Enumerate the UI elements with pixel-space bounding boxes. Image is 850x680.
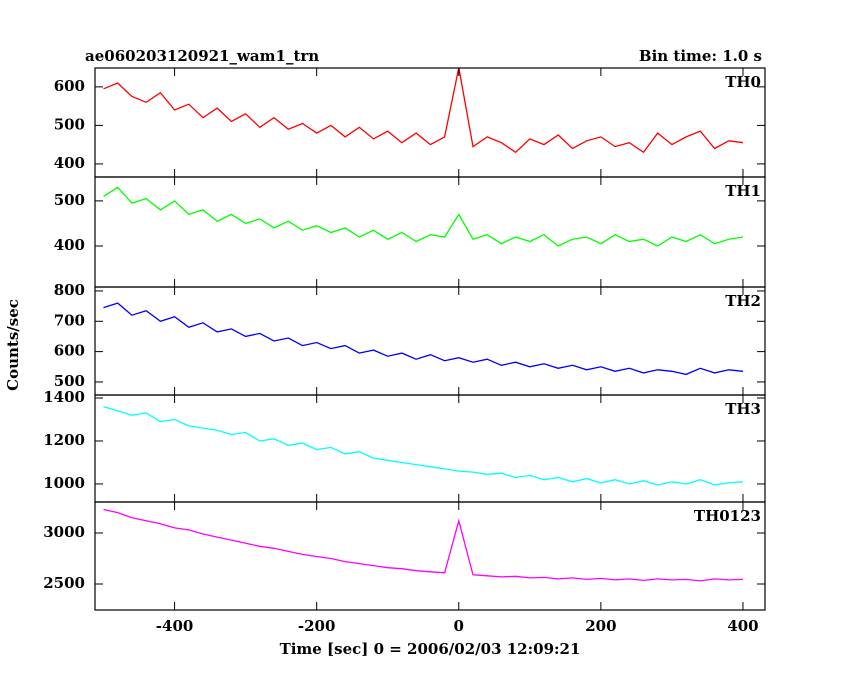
y-axis-label: Counts/sec bbox=[4, 299, 22, 391]
x-tick-label: 0 bbox=[454, 617, 464, 635]
y-tick-label: 700 bbox=[54, 311, 85, 329]
chart-title: ae060203120921_wam1_trn bbox=[85, 47, 319, 65]
y-tick-label: 1200 bbox=[43, 431, 85, 449]
y-tick-label: 1400 bbox=[43, 388, 85, 406]
panel-label: TH0123 bbox=[694, 507, 761, 525]
panel-frame bbox=[94, 286, 766, 396]
x-tick-label: -200 bbox=[298, 617, 336, 635]
x-tick-label: 200 bbox=[585, 617, 616, 635]
y-tick-label: 500 bbox=[54, 372, 85, 390]
x-axis-label: Time [sec] 0 = 2006/02/03 12:09:21 bbox=[280, 640, 581, 658]
bin-time: Bin time: 1.0 s bbox=[639, 47, 762, 65]
y-tick-label: 1000 bbox=[43, 474, 85, 492]
panel-frame bbox=[94, 501, 766, 611]
panel-frame bbox=[94, 67, 766, 178]
data-line bbox=[103, 302, 744, 376]
y-tick-label: 2500 bbox=[43, 574, 85, 592]
panel-frame bbox=[94, 394, 766, 503]
y-tick-label: 800 bbox=[54, 281, 85, 299]
x-tick-label: -400 bbox=[156, 617, 194, 635]
panel-frame bbox=[94, 176, 766, 288]
data-line bbox=[103, 508, 744, 582]
y-tick-label: 500 bbox=[54, 191, 85, 209]
panel-label: TH1 bbox=[725, 182, 761, 200]
panel-label: TH2 bbox=[725, 292, 761, 310]
panel-label: TH3 bbox=[725, 400, 761, 418]
y-tick-label: 600 bbox=[54, 342, 85, 360]
y-tick-label: 3000 bbox=[43, 523, 85, 541]
y-tick-label: 400 bbox=[54, 154, 85, 172]
data-line bbox=[103, 67, 744, 154]
y-tick-label: 400 bbox=[54, 236, 85, 254]
data-line bbox=[103, 405, 744, 486]
y-tick-label: 500 bbox=[54, 115, 85, 133]
data-line bbox=[103, 186, 744, 247]
y-tick-label: 600 bbox=[54, 77, 85, 95]
x-tick-label: 400 bbox=[727, 617, 758, 635]
panel-label: TH0 bbox=[725, 73, 761, 91]
